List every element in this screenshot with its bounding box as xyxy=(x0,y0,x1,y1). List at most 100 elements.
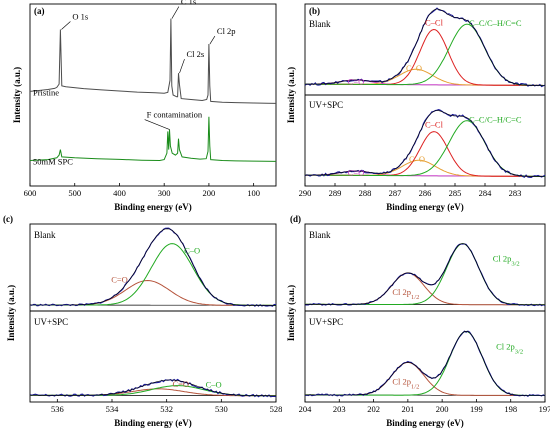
annotation-leader xyxy=(209,35,216,45)
peak-label: C–O xyxy=(184,246,200,256)
panel-a-tick-label: 300 xyxy=(158,188,171,198)
fit-envelope-line xyxy=(29,228,276,306)
panel-c-bottom-name: UV+SPC xyxy=(34,317,68,327)
panel-d-ylabel: Intensity (a.u.) xyxy=(286,285,296,341)
panel-b-tick-label: 283 xyxy=(509,188,522,198)
peak-label: Cl 2p1/2 xyxy=(392,376,419,390)
fit-envelope-line xyxy=(305,110,545,177)
panel-d-frame xyxy=(304,223,546,403)
panel-c-xlabel: Binding energy (eV) xyxy=(114,418,192,428)
fit-envelope-line xyxy=(305,331,545,396)
panel-c-curves: C=O C–O C=O C–O xyxy=(29,227,277,398)
panel-a-frame xyxy=(29,3,277,187)
fit-envelope-line xyxy=(305,243,545,306)
peak-label: C=O xyxy=(172,379,189,389)
annotation-label: C 1s xyxy=(181,0,196,7)
panel-d-tick-label: 203 xyxy=(333,404,346,414)
panel-d-tick-label: 201 xyxy=(401,404,414,414)
peak-component xyxy=(305,361,545,396)
series-label-spc: 50mM SPC xyxy=(33,157,73,167)
panel-b-ylabel: Intensity (a.u.) xyxy=(286,67,296,123)
panel-d-tick-label: 200 xyxy=(436,404,449,414)
panel-b-tick-label: 286 xyxy=(419,188,432,198)
peak-label: C–C/C–H/C=C xyxy=(469,18,522,28)
panel-a-tick-label: 600 xyxy=(24,188,37,198)
fit-envelope-line xyxy=(305,8,545,86)
panel-d-tick-label: 199 xyxy=(470,404,483,414)
panel-d-xticks: 204 203 202 201 200 199 198 197 xyxy=(299,399,550,414)
peak-label: C–O xyxy=(206,380,222,390)
panel-b-tick-label: 290 xyxy=(299,188,312,198)
panel-d: (d) Blank UV+SPC Cl 2p1/2 Cl 2p3/2 Cl 2p1/… xyxy=(286,214,550,428)
annotation-leader xyxy=(171,6,180,19)
panel-b-label: (b) xyxy=(309,6,320,16)
panel-a-tick-label: 100 xyxy=(247,188,260,198)
panel-d-bottom-name: UV+SPC xyxy=(309,317,343,327)
panel-c-xticks: 536 534 532 530 528 xyxy=(51,399,282,414)
panel-c-label: (c) xyxy=(3,214,13,224)
peak-label: Cl 2p1/2 xyxy=(392,287,419,301)
peak-label: C–O xyxy=(409,154,425,164)
peak-component xyxy=(305,272,545,306)
panel-d-top-name: Blank xyxy=(309,230,331,240)
panel-d-tick-label: 204 xyxy=(299,404,313,414)
peak-label: C–Cl xyxy=(425,120,444,130)
panel-c-tick-label: 528 xyxy=(270,404,283,414)
panel-a-xlabel: Binding energy (eV) xyxy=(114,202,192,212)
panel-a-tick-label: 500 xyxy=(68,188,81,198)
peak-label: Cl 2p3/2 xyxy=(493,254,520,268)
series-label-pristine: Pristine xyxy=(33,87,59,97)
panel-c-tick-label: 532 xyxy=(160,404,173,414)
annotation-leader xyxy=(179,59,185,74)
peak-component xyxy=(305,28,545,86)
annotation-label: F contamination xyxy=(147,110,203,120)
panel-a-tick-label: 200 xyxy=(203,188,216,198)
panel-d-tick-label: 197 xyxy=(539,404,550,414)
panel-a: (a) 600 500 400 300 200 100 O 1s C 1s Cl 2s Cl 2… xyxy=(12,0,277,212)
annotation-leader xyxy=(61,21,71,30)
peak-label: C–Cl xyxy=(425,17,444,27)
peak-label: Cl 2p3/2 xyxy=(496,341,523,355)
panel-c-top-name: Blank xyxy=(34,230,56,240)
panel-d-tick-label: 202 xyxy=(367,404,380,414)
annotation-leader xyxy=(144,119,170,130)
panel-b-tick-label: 287 xyxy=(389,188,402,198)
panel-a-tick-label: 400 xyxy=(113,188,126,198)
panel-b-top-name: Blank xyxy=(309,19,331,29)
fit-envelope-line xyxy=(30,379,276,397)
panel-b: (b) Blank UV+SPC C=OC–OC–Cl C–C/C–H/C=CC=… xyxy=(286,3,546,212)
panel-d-label: (d) xyxy=(290,214,301,224)
raw-data-line xyxy=(29,378,277,398)
annotation-label: Cl 2p xyxy=(217,26,236,36)
panel-c-tick-label: 536 xyxy=(51,404,64,414)
panel-c-frame xyxy=(29,223,277,403)
peak-label: C=O xyxy=(348,76,365,86)
series-line-pristine xyxy=(29,18,277,104)
peak-label: C–C/C–H/C=C xyxy=(469,115,522,125)
panel-b-tick-label: 289 xyxy=(329,188,342,198)
panel-c-tick-label: 530 xyxy=(215,404,228,414)
panel-d-xlabel: Binding energy (eV) xyxy=(386,418,464,428)
panel-a-curves xyxy=(29,18,277,162)
panel-a-annotations: O 1s C 1s Cl 2s Cl 2p F contamination Pristin… xyxy=(33,0,236,167)
panel-d-tick-label: 198 xyxy=(504,404,517,414)
panel-b-tick-label: 284 xyxy=(479,188,493,198)
peak-label: C=O xyxy=(348,167,365,177)
panel-b-curves: C=O C–O C–Cl C–C/C–H/C=C C=O C–O C–Cl C–C/C–H/C… xyxy=(304,7,546,178)
peak-component xyxy=(305,68,545,86)
panel-c-tick-label: 534 xyxy=(106,404,120,414)
raw-data-line xyxy=(29,227,277,307)
panel-c-ylabel: Intensity (a.u.) xyxy=(6,285,16,341)
peak-component xyxy=(305,23,545,86)
series-line-spc xyxy=(29,116,277,162)
panel-b-bottom-name: UV+SPC xyxy=(309,100,343,110)
panel-b-xlabel: Binding energy (eV) xyxy=(386,202,464,212)
panel-b-xticks: 290 289 288 287 286 285 284 283 xyxy=(299,183,522,198)
panel-a-ylabel: Intensity (a.u.) xyxy=(12,67,22,123)
peak-component xyxy=(29,279,276,306)
peak-label: C–O xyxy=(406,63,422,73)
panel-b-tick-label: 285 xyxy=(449,188,462,198)
panel-c: (c) Blank UV+SPC C=OC–OC=O C–O 536 534 532 5… xyxy=(3,214,282,428)
annotation-label: O 1s xyxy=(72,11,88,21)
